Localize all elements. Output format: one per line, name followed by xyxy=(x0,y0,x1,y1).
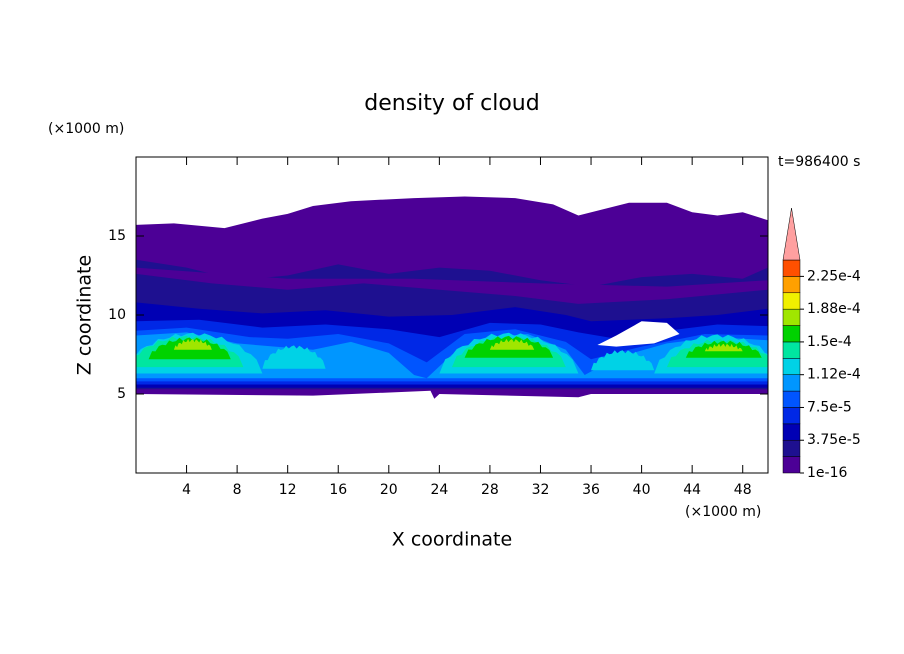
x-tick-label: 40 xyxy=(633,482,651,498)
colorbar-box xyxy=(782,259,801,277)
contour-region xyxy=(136,267,768,304)
x-tick-label: 8 xyxy=(233,482,242,498)
y-tick-label: 15 xyxy=(108,228,126,244)
x-tick-label: 36 xyxy=(582,482,600,498)
colorbar-label: 7.5e-5 xyxy=(807,399,852,415)
colorbar-box xyxy=(782,456,801,474)
colorbar-extension xyxy=(782,207,801,261)
colorbar-box xyxy=(782,292,801,310)
contour-region xyxy=(591,350,655,371)
time-label: t=986400 s xyxy=(778,154,860,170)
x-tick-label: 24 xyxy=(430,482,448,498)
colorbar-label: 3.75e-5 xyxy=(807,432,861,448)
x-tick-label: 28 xyxy=(481,482,499,498)
x-tick-label: 16 xyxy=(329,482,347,498)
colorbar-box xyxy=(782,374,801,392)
contour-region xyxy=(704,343,743,352)
x-unit: (×1000 m) xyxy=(685,504,761,520)
colorbar-label: 1e-16 xyxy=(807,465,847,481)
x-tick-label: 12 xyxy=(279,482,297,498)
colorbar-box xyxy=(782,276,801,294)
colorbar-box xyxy=(782,341,801,359)
x-axis-label: X coordinate xyxy=(392,529,512,551)
x-tick-label: 44 xyxy=(683,482,701,498)
x-tick-label: 4 xyxy=(182,482,191,498)
colorbar-box xyxy=(782,439,801,457)
cloud-gap xyxy=(597,321,680,347)
colorbar-label: 1.5e-4 xyxy=(807,334,852,350)
y-axis-label: Z coordinate xyxy=(74,255,96,375)
colorbar-label: 2.25e-4 xyxy=(807,268,861,284)
contour-region xyxy=(489,338,535,350)
x-tick-label: 48 xyxy=(734,482,752,498)
colorbar-label: 1.12e-4 xyxy=(807,367,861,383)
contour-fields xyxy=(136,196,768,399)
x-tick-label: 20 xyxy=(380,482,398,498)
y-tick-label: 10 xyxy=(108,307,126,323)
y-unit: (×1000 m) xyxy=(48,121,124,137)
x-tick-label: 32 xyxy=(532,482,550,498)
colorbar-box xyxy=(782,358,801,375)
colorbar-box xyxy=(782,325,801,343)
contour-region xyxy=(173,338,212,350)
colorbar-box xyxy=(782,423,801,441)
colorbar-label: 1.88e-4 xyxy=(807,301,861,317)
y-tick-label: 5 xyxy=(117,386,126,402)
contour-region xyxy=(262,345,326,369)
colorbar-box xyxy=(782,390,801,408)
chart-title: density of cloud xyxy=(364,91,539,116)
colorbar-box xyxy=(782,308,801,326)
colorbar-box xyxy=(782,407,801,425)
